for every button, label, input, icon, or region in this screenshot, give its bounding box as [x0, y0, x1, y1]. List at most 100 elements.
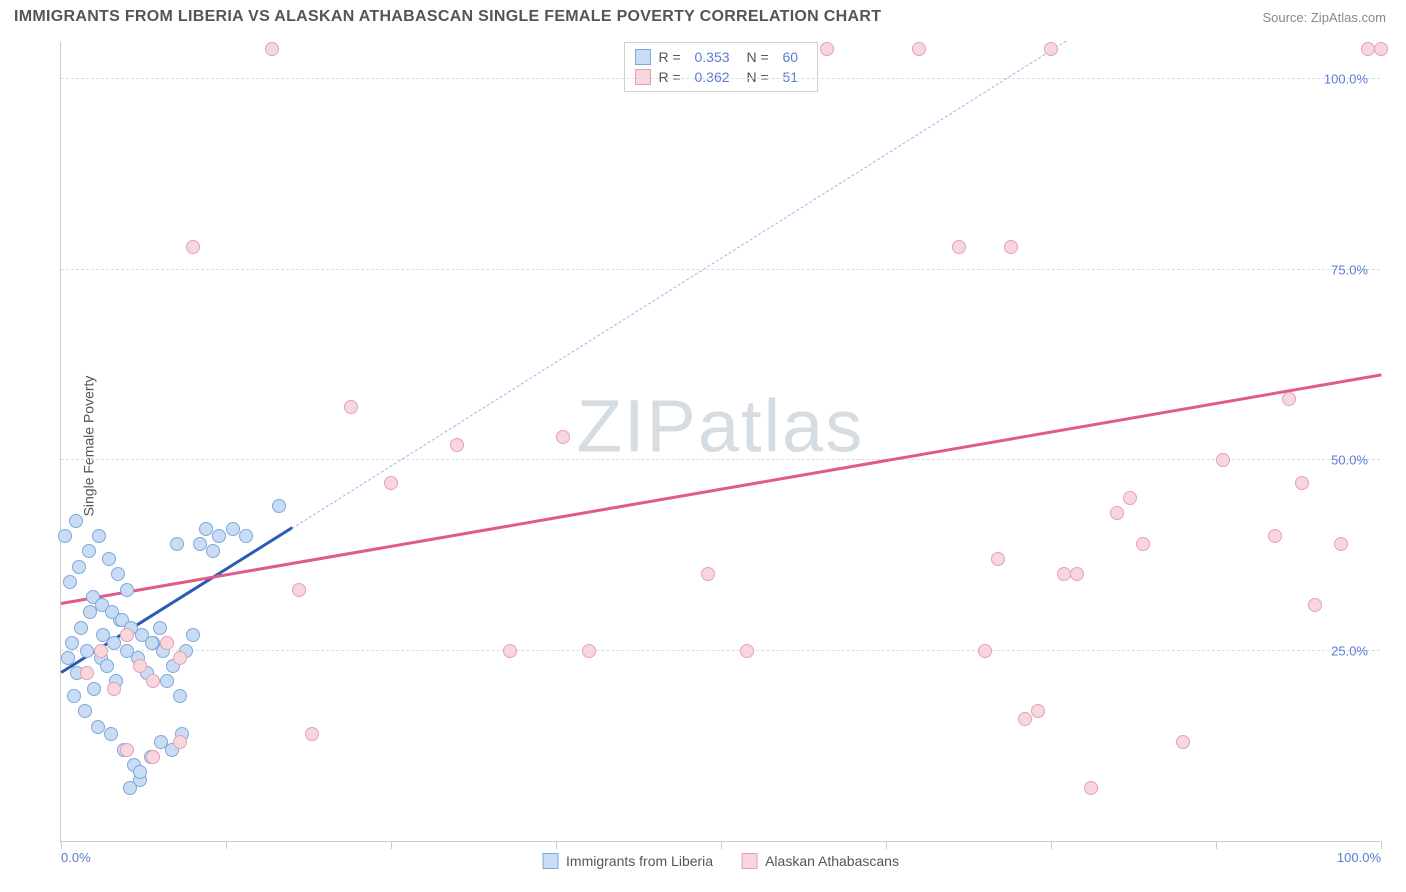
source-label: Source: ZipAtlas.com: [1262, 10, 1386, 25]
data-point: [701, 567, 715, 581]
data-point: [1361, 42, 1375, 56]
legend-item: Immigrants from Liberia: [542, 853, 713, 869]
legend-swatch: [635, 49, 651, 65]
data-point: [952, 240, 966, 254]
data-point: [65, 636, 79, 650]
data-point: [120, 743, 134, 757]
x-tick: [721, 841, 722, 849]
data-point: [1216, 453, 1230, 467]
data-point: [91, 720, 105, 734]
data-point: [107, 636, 121, 650]
watermark: ZIPatlas: [577, 383, 864, 468]
legend-swatch: [741, 853, 757, 869]
watermark-thin: atlas: [698, 384, 864, 467]
data-point: [63, 575, 77, 589]
data-point: [978, 644, 992, 658]
legend-label: Immigrants from Liberia: [566, 853, 713, 869]
x-tick: [1216, 841, 1217, 849]
legend-swatch: [542, 853, 558, 869]
data-point: [1031, 704, 1045, 718]
data-point: [239, 529, 253, 543]
gridline-h: [61, 650, 1380, 651]
data-point: [94, 644, 108, 658]
data-point: [173, 689, 187, 703]
x-tick: [1381, 841, 1382, 849]
data-point: [146, 750, 160, 764]
data-point: [265, 42, 279, 56]
data-point: [212, 529, 226, 543]
data-point: [272, 499, 286, 513]
data-point: [80, 666, 94, 680]
data-point: [104, 727, 118, 741]
legend-label: Alaskan Athabascans: [765, 853, 899, 869]
data-point: [111, 567, 125, 581]
data-point: [173, 651, 187, 665]
data-point: [67, 689, 81, 703]
legend-n-value: 60: [783, 49, 807, 65]
gridline-h: [61, 459, 1380, 460]
data-point: [170, 537, 184, 551]
legend-r-value: 0.353: [695, 49, 739, 65]
data-point: [1084, 781, 1098, 795]
data-point: [1070, 567, 1084, 581]
data-point: [92, 529, 106, 543]
data-point: [193, 537, 207, 551]
data-point: [186, 628, 200, 642]
data-point: [1374, 42, 1388, 56]
data-point: [133, 659, 147, 673]
data-point: [107, 682, 121, 696]
data-point: [344, 400, 358, 414]
x-tick: [556, 841, 557, 849]
data-point: [226, 522, 240, 536]
data-point: [102, 552, 116, 566]
data-point: [120, 583, 134, 597]
data-point: [100, 659, 114, 673]
legend-n-value: 51: [783, 69, 807, 85]
data-point: [582, 644, 596, 658]
data-point: [292, 583, 306, 597]
data-point: [450, 438, 464, 452]
data-point: [1308, 598, 1322, 612]
data-point: [80, 644, 94, 658]
data-point: [133, 765, 147, 779]
series-legend: Immigrants from Liberia Alaskan Athabasca…: [542, 853, 899, 869]
data-point: [78, 704, 92, 718]
legend-row: R = 0.353 N = 60: [635, 47, 807, 67]
data-point: [503, 644, 517, 658]
y-tick-label: 100.0%: [1324, 72, 1368, 87]
x-tick: [886, 841, 887, 849]
x-tick: [391, 841, 392, 849]
data-point: [82, 544, 96, 558]
data-point: [153, 621, 167, 635]
data-point: [1282, 392, 1296, 406]
data-point: [206, 544, 220, 558]
data-point: [160, 636, 174, 650]
legend-item: Alaskan Athabascans: [741, 853, 899, 869]
correlation-legend: R =0.353N =60R =0.362N =51: [624, 42, 818, 92]
data-point: [820, 42, 834, 56]
trend-line: [292, 40, 1067, 528]
data-point: [1136, 537, 1150, 551]
data-point: [305, 727, 319, 741]
data-point: [1176, 735, 1190, 749]
y-tick-label: 75.0%: [1331, 262, 1368, 277]
data-point: [74, 621, 88, 635]
data-point: [912, 42, 926, 56]
legend-r-label: R =: [659, 49, 687, 65]
plot-area: ZIPatlas R =0.353N =60R =0.362N =51 Immi…: [60, 42, 1380, 842]
x-tick: [226, 841, 227, 849]
trend-line: [61, 374, 1381, 605]
data-point: [1018, 712, 1032, 726]
data-point: [72, 560, 86, 574]
y-tick-label: 50.0%: [1331, 453, 1368, 468]
x-tick-label: 100.0%: [1337, 850, 1381, 865]
legend-n-label: N =: [747, 49, 775, 65]
data-point: [1057, 567, 1071, 581]
data-point: [1110, 506, 1124, 520]
data-point: [991, 552, 1005, 566]
data-point: [199, 522, 213, 536]
data-point: [1123, 491, 1137, 505]
gridline-h: [61, 78, 1380, 79]
data-point: [58, 529, 72, 543]
data-point: [61, 651, 75, 665]
